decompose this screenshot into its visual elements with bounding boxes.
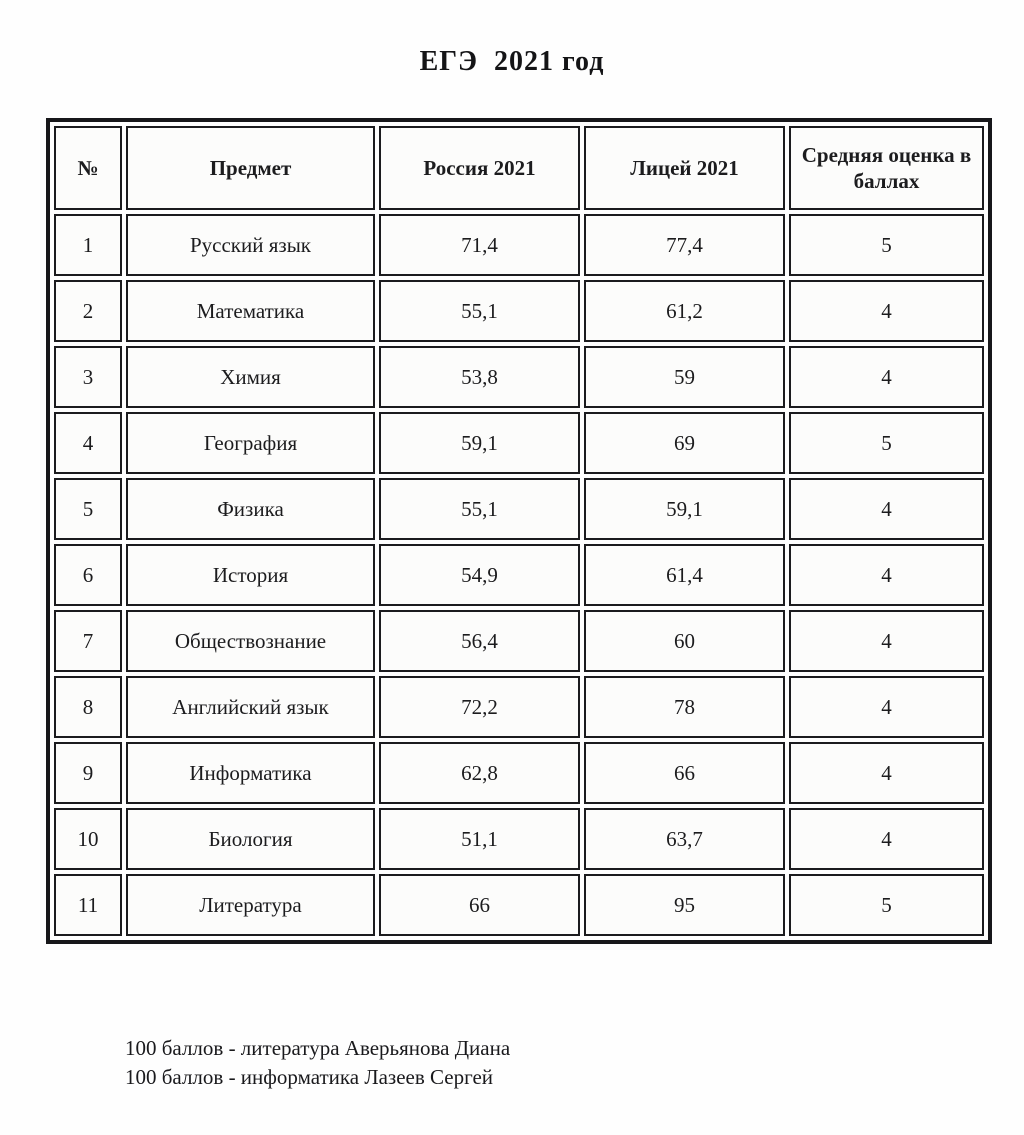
cell-grade: 5 (789, 874, 984, 936)
cell-grade: 4 (789, 676, 984, 738)
cell-subject: Математика (126, 280, 375, 342)
column-header-russia: Россия 2021 (379, 126, 580, 210)
table-row: 8 Английский язык 72,2 78 4 (54, 676, 984, 738)
cell-russia: 55,1 (379, 478, 580, 540)
cell-num: 10 (54, 808, 122, 870)
table-row: 10 Биология 51,1 63,7 4 (54, 808, 984, 870)
cell-num: 5 (54, 478, 122, 540)
cell-grade: 4 (789, 544, 984, 606)
cell-russia: 55,1 (379, 280, 580, 342)
cell-russia: 56,4 (379, 610, 580, 672)
cell-russia: 59,1 (379, 412, 580, 474)
cell-subject: История (126, 544, 375, 606)
cell-subject: География (126, 412, 375, 474)
cell-lyceum: 61,4 (584, 544, 785, 606)
cell-grade: 4 (789, 610, 984, 672)
cell-num: 3 (54, 346, 122, 408)
cell-russia: 53,8 (379, 346, 580, 408)
results-table: № Предмет Россия 2021 Лицей 2021 Средняя… (46, 118, 992, 944)
cell-russia: 54,9 (379, 544, 580, 606)
table-row: 5 Физика 55,1 59,1 4 (54, 478, 984, 540)
cell-russia: 71,4 (379, 214, 580, 276)
cell-russia: 66 (379, 874, 580, 936)
cell-grade: 4 (789, 808, 984, 870)
column-header-subject: Предмет (126, 126, 375, 210)
table-row: 4 География 59,1 69 5 (54, 412, 984, 474)
cell-subject: Русский язык (126, 214, 375, 276)
cell-russia: 62,8 (379, 742, 580, 804)
table-row: 7 Обществознание 56,4 60 4 (54, 610, 984, 672)
cell-lyceum: 63,7 (584, 808, 785, 870)
cell-russia: 51,1 (379, 808, 580, 870)
cell-lyceum: 77,4 (584, 214, 785, 276)
table-row: 3 Химия 53,8 59 4 (54, 346, 984, 408)
cell-lyceum: 95 (584, 874, 785, 936)
cell-num: 11 (54, 874, 122, 936)
cell-subject: Химия (126, 346, 375, 408)
cell-lyceum: 66 (584, 742, 785, 804)
cell-subject: Физика (126, 478, 375, 540)
cell-subject: Обществознание (126, 610, 375, 672)
cell-grade: 4 (789, 478, 984, 540)
table-row: 1 Русский язык 71,4 77,4 5 (54, 214, 984, 276)
cell-grade: 4 (789, 346, 984, 408)
cell-russia: 72,2 (379, 676, 580, 738)
table-body: 1 Русский язык 71,4 77,4 5 2 Математика … (54, 214, 984, 936)
cell-subject: Информатика (126, 742, 375, 804)
cell-num: 6 (54, 544, 122, 606)
footnotes: 100 баллов - литература Аверьянова Диана… (125, 1034, 510, 1092)
cell-grade: 4 (789, 742, 984, 804)
cell-grade: 4 (789, 280, 984, 342)
cell-num: 7 (54, 610, 122, 672)
cell-grade: 5 (789, 412, 984, 474)
column-header-num: № (54, 126, 122, 210)
header-row: № Предмет Россия 2021 Лицей 2021 Средняя… (54, 126, 984, 210)
footnote-line: 100 баллов - информатика Лазеев Сергей (125, 1065, 494, 1089)
cell-subject: Литература (126, 874, 375, 936)
cell-subject: Биология (126, 808, 375, 870)
column-header-grade: Средняя оценка в баллах (789, 126, 984, 210)
cell-lyceum: 61,2 (584, 280, 785, 342)
cell-num: 9 (54, 742, 122, 804)
cell-num: 4 (54, 412, 122, 474)
page-title: ЕГЭ 2021 год (419, 46, 605, 77)
table-row: 6 История 54,9 61,4 4 (54, 544, 984, 606)
cell-grade: 5 (789, 214, 984, 276)
cell-num: 1 (54, 214, 122, 276)
footnote-line: 100 баллов - литература Аверьянова Диана (125, 1036, 511, 1060)
cell-lyceum: 78 (584, 676, 785, 738)
cell-num: 8 (54, 676, 122, 738)
table-header: № Предмет Россия 2021 Лицей 2021 Средняя… (54, 126, 984, 210)
cell-num: 2 (54, 280, 122, 342)
table-row: 2 Математика 55,1 61,2 4 (54, 280, 984, 342)
cell-subject: Английский язык (126, 676, 375, 738)
column-header-lyceum: Лицей 2021 (584, 126, 785, 210)
cell-lyceum: 59,1 (584, 478, 785, 540)
table-row: 11 Литература 66 95 5 (54, 874, 984, 936)
cell-lyceum: 60 (584, 610, 785, 672)
table-row: 9 Информатика 62,8 66 4 (54, 742, 984, 804)
cell-lyceum: 59 (584, 346, 785, 408)
cell-lyceum: 69 (584, 412, 785, 474)
